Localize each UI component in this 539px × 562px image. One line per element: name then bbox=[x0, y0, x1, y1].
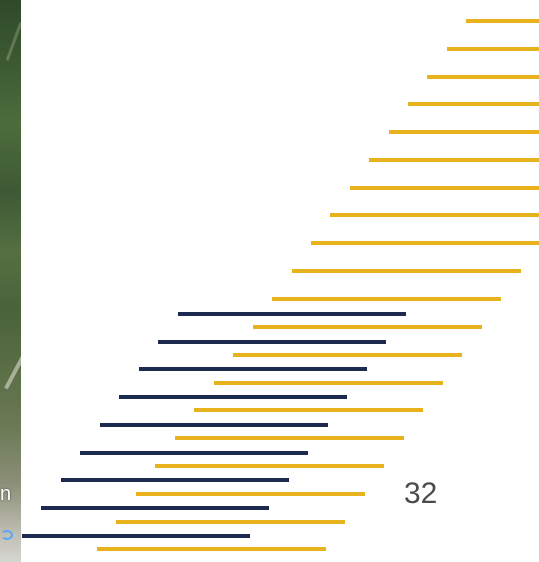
gold-stripe bbox=[350, 186, 539, 190]
navy-stripe bbox=[80, 451, 308, 455]
gold-stripe bbox=[116, 520, 345, 524]
gold-stripe bbox=[408, 102, 539, 106]
navy-stripe bbox=[22, 534, 250, 538]
navy-stripe bbox=[139, 367, 367, 371]
link-icon bbox=[1, 530, 13, 540]
gold-stripe bbox=[427, 75, 539, 79]
gold-stripe bbox=[253, 325, 482, 329]
gold-stripe bbox=[311, 241, 539, 245]
navy-stripe bbox=[158, 340, 386, 344]
gold-stripe bbox=[175, 436, 404, 440]
gold-stripe bbox=[447, 47, 539, 51]
gold-stripe bbox=[292, 269, 521, 273]
gold-stripe bbox=[389, 130, 539, 134]
navy-stripe bbox=[61, 478, 289, 482]
background-photo-strip: n bbox=[0, 0, 21, 562]
gold-stripe bbox=[194, 408, 423, 412]
gold-stripe bbox=[136, 492, 365, 496]
navy-stripe bbox=[119, 395, 347, 399]
gold-stripe bbox=[214, 381, 443, 385]
photo-caption-text: n bbox=[0, 483, 12, 505]
gold-stripe bbox=[97, 547, 326, 551]
navy-stripe bbox=[100, 423, 328, 427]
gold-stripe bbox=[155, 464, 384, 468]
gold-stripe bbox=[233, 353, 462, 357]
gold-stripe bbox=[369, 158, 539, 162]
page-number: 32 bbox=[404, 477, 438, 510]
gold-stripe bbox=[272, 297, 501, 301]
gold-stripe bbox=[466, 19, 539, 23]
navy-stripe bbox=[178, 312, 406, 316]
navy-stripe bbox=[41, 506, 269, 510]
gold-stripe bbox=[330, 213, 539, 217]
